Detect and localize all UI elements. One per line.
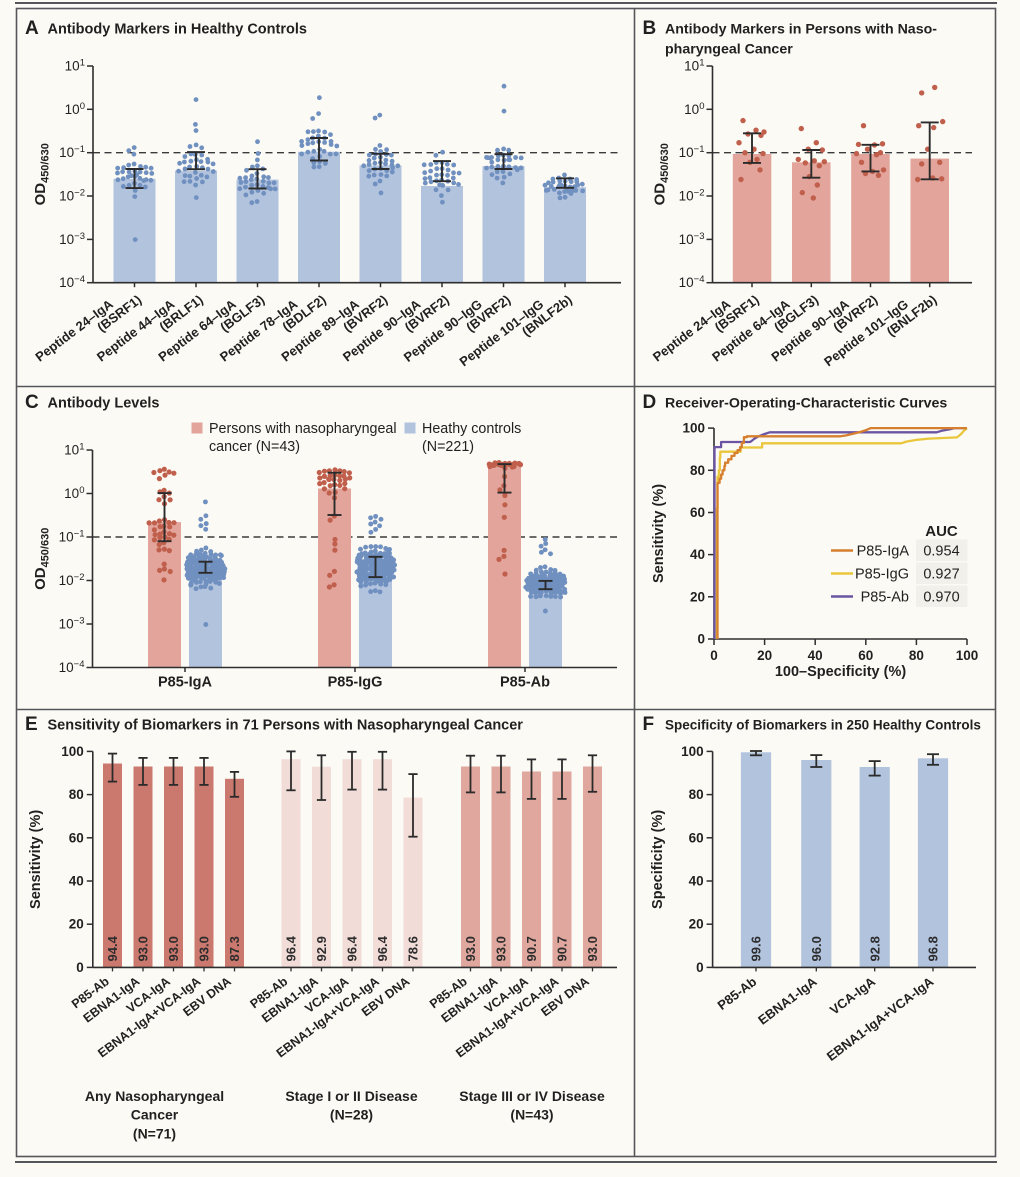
svg-text:100: 100 bbox=[61, 744, 84, 759]
svg-text:0: 0 bbox=[697, 632, 705, 647]
svg-text:pharyngeal Cancer: pharyngeal Cancer bbox=[665, 42, 793, 58]
svg-text:P85-Ab: P85-Ab bbox=[861, 589, 909, 605]
svg-text:0.927: 0.927 bbox=[923, 566, 959, 582]
svg-text:Specificity (%): Specificity (%) bbox=[650, 810, 666, 909]
svg-text:93.0: 93.0 bbox=[136, 936, 151, 961]
svg-text:90.7: 90.7 bbox=[524, 936, 539, 961]
svg-text:60: 60 bbox=[689, 830, 704, 845]
svg-text:P85-IgG: P85-IgG bbox=[328, 675, 383, 691]
svg-text:20: 20 bbox=[69, 917, 84, 932]
svg-text:96.8: 96.8 bbox=[926, 936, 941, 961]
svg-text:40: 40 bbox=[690, 547, 705, 562]
svg-text:cancer (N=43): cancer (N=43) bbox=[209, 439, 300, 455]
svg-text:40: 40 bbox=[808, 648, 823, 663]
svg-text:P85-IgA: P85-IgA bbox=[158, 675, 213, 691]
svg-text:(N=221): (N=221) bbox=[422, 439, 474, 455]
svg-text:Cancer: Cancer bbox=[131, 1107, 179, 1123]
svg-text:93.0: 93.0 bbox=[463, 936, 478, 961]
svg-text:93.0: 93.0 bbox=[166, 936, 181, 961]
svg-text:60: 60 bbox=[858, 648, 873, 663]
svg-text:93.0: 93.0 bbox=[197, 936, 212, 961]
svg-text:20: 20 bbox=[689, 917, 704, 932]
svg-text:F: F bbox=[643, 714, 655, 735]
svg-text:96.0: 96.0 bbox=[809, 936, 824, 961]
svg-text:92.8: 92.8 bbox=[867, 936, 882, 961]
svg-text:20: 20 bbox=[690, 589, 705, 604]
svg-text:C: C bbox=[25, 392, 39, 413]
svg-text:(N=71): (N=71) bbox=[133, 1125, 176, 1141]
svg-text:40: 40 bbox=[69, 874, 84, 889]
svg-text:96.4: 96.4 bbox=[345, 935, 360, 961]
svg-text:0: 0 bbox=[710, 648, 718, 663]
svg-text:90.7: 90.7 bbox=[555, 936, 570, 961]
svg-text:P85-IgA: P85-IgA bbox=[857, 543, 910, 559]
svg-text:(N=43): (N=43) bbox=[510, 1107, 553, 1123]
svg-text:Antibody Markers in Healthy Co: Antibody Markers in Healthy Controls bbox=[48, 22, 307, 38]
svg-text:D: D bbox=[643, 392, 657, 413]
svg-text:Any Nasopharyngeal: Any Nasopharyngeal bbox=[85, 1088, 224, 1104]
svg-text:(N=28): (N=28) bbox=[330, 1107, 373, 1123]
svg-text:80: 80 bbox=[689, 787, 704, 802]
svg-text:A: A bbox=[25, 18, 39, 39]
svg-text:99.6: 99.6 bbox=[749, 936, 764, 961]
svg-text:80: 80 bbox=[690, 463, 705, 478]
svg-text:93.0: 93.0 bbox=[585, 936, 600, 961]
svg-text:Specificity of Biomarkers in 2: Specificity of Biomarkers in 250 Healthy… bbox=[665, 718, 981, 733]
svg-text:20: 20 bbox=[757, 648, 772, 663]
svg-text:96.4: 96.4 bbox=[375, 935, 390, 961]
svg-text:60: 60 bbox=[69, 830, 84, 845]
svg-text:P85-IgG: P85-IgG bbox=[855, 566, 909, 582]
svg-text:E: E bbox=[25, 714, 38, 735]
svg-text:AUC: AUC bbox=[925, 523, 958, 540]
svg-text:Sensitivity (%): Sensitivity (%) bbox=[28, 810, 44, 909]
svg-text:0: 0 bbox=[696, 960, 704, 975]
svg-text:Persons with nasopharyngeal: Persons with nasopharyngeal bbox=[209, 421, 397, 437]
svg-text:B: B bbox=[643, 18, 657, 39]
svg-text:80: 80 bbox=[69, 787, 84, 802]
svg-text:Antibody Markers in Persons wi: Antibody Markers in Persons with Naso- bbox=[665, 22, 937, 38]
svg-text:80: 80 bbox=[909, 648, 924, 663]
svg-text:92.9: 92.9 bbox=[314, 936, 329, 961]
svg-text:Receiver-Operating-Characteris: Receiver-Operating-Characteristic Curves bbox=[665, 396, 947, 412]
svg-text:Antibody Levels: Antibody Levels bbox=[48, 396, 160, 412]
svg-text:Sensitivity of Biomarkers in 7: Sensitivity of Biomarkers in 71 Persons … bbox=[48, 718, 524, 734]
svg-text:94.4: 94.4 bbox=[105, 935, 120, 961]
svg-text:100: 100 bbox=[681, 744, 704, 759]
svg-text:P85-Ab: P85-Ab bbox=[500, 675, 550, 691]
svg-text:0.954: 0.954 bbox=[923, 543, 959, 559]
svg-text:Heathy controls: Heathy controls bbox=[422, 421, 521, 437]
svg-text:93.0: 93.0 bbox=[494, 936, 509, 961]
svg-text:40: 40 bbox=[689, 874, 704, 889]
svg-text:0.970: 0.970 bbox=[923, 589, 959, 605]
svg-text:Stage I or II Disease: Stage I or II Disease bbox=[285, 1088, 417, 1104]
svg-text:87.3: 87.3 bbox=[227, 936, 242, 961]
svg-text:100: 100 bbox=[956, 648, 979, 663]
svg-text:0: 0 bbox=[76, 960, 84, 975]
svg-text:100–Specificity (%): 100–Specificity (%) bbox=[775, 664, 907, 680]
svg-text:Sensitivity (%): Sensitivity (%) bbox=[651, 484, 667, 583]
svg-text:96.4: 96.4 bbox=[284, 935, 299, 961]
svg-text:60: 60 bbox=[690, 505, 705, 520]
svg-text:78.6: 78.6 bbox=[406, 936, 421, 961]
svg-text:100: 100 bbox=[682, 421, 705, 436]
svg-text:Stage III or IV Disease: Stage III or IV Disease bbox=[459, 1088, 605, 1104]
